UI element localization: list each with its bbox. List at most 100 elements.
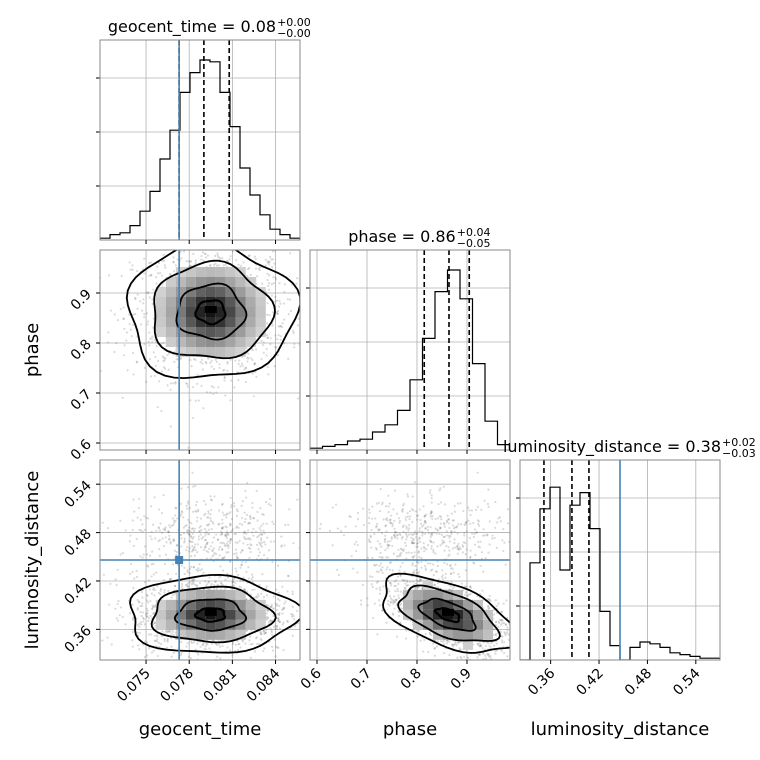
sample-point	[192, 357, 196, 361]
sample-point	[270, 283, 273, 286]
sample-point	[274, 300, 277, 303]
sample-point	[253, 596, 256, 600]
sample-point	[267, 620, 271, 624]
sample-point	[419, 578, 422, 582]
sample-point	[480, 667, 482, 669]
sample-point	[280, 325, 284, 329]
sample-point	[224, 394, 227, 397]
sample-point	[259, 544, 262, 547]
sample-point	[147, 565, 150, 568]
sample-point	[221, 502, 224, 505]
sample-point	[147, 619, 150, 623]
sample-point	[108, 603, 111, 606]
sample-point	[203, 528, 207, 531]
sample-point	[499, 630, 502, 633]
sample-point	[203, 252, 206, 256]
sample-point	[169, 388, 172, 391]
histogram-phase	[310, 269, 510, 450]
sample-point	[257, 267, 261, 270]
sample-point	[173, 585, 177, 588]
sample-point	[206, 643, 209, 646]
sample-point	[145, 516, 148, 519]
sample-point	[289, 252, 292, 255]
sample-point	[398, 569, 401, 572]
sample-point	[157, 359, 160, 363]
sample-point	[158, 547, 161, 551]
sample-point	[194, 261, 197, 264]
density-cell	[235, 317, 246, 327]
sample-point	[157, 527, 161, 530]
hist-panel-phase-content	[310, 250, 510, 450]
sample-point	[169, 272, 172, 275]
sample-point	[169, 542, 172, 545]
sample-point	[486, 652, 489, 655]
sample-point	[148, 331, 151, 334]
sample-point	[207, 587, 210, 591]
sample-point	[225, 526, 228, 529]
sample-point	[263, 632, 266, 636]
sample-point	[287, 574, 290, 577]
sample-point	[514, 632, 516, 634]
sample-point	[229, 537, 232, 541]
sample-point	[393, 601, 397, 604]
sample-point	[236, 509, 239, 513]
sample-point	[372, 616, 375, 620]
sample-point	[234, 541, 237, 544]
sample-point	[170, 596, 173, 599]
sample-point	[121, 396, 124, 399]
sample-point	[225, 536, 228, 540]
sample-point	[302, 368, 304, 370]
sample-point	[159, 589, 162, 592]
sample-point	[267, 282, 271, 285]
sample-point	[245, 367, 248, 370]
sample-point	[273, 233, 275, 235]
sample-point	[243, 588, 246, 591]
sample-point	[492, 644, 496, 647]
sample-point	[129, 328, 132, 331]
sample-point	[280, 535, 283, 538]
sample-point	[172, 651, 175, 655]
sample-point	[161, 274, 164, 277]
sample-point	[306, 615, 308, 617]
sample-point	[114, 607, 117, 610]
panel-border	[309, 249, 511, 451]
sample-point	[130, 335, 133, 338]
sample-point	[194, 509, 197, 513]
sample-point	[244, 518, 247, 521]
sample-point	[136, 624, 139, 627]
sample-point	[251, 349, 254, 352]
sample-point	[213, 551, 216, 555]
sample-point	[286, 298, 289, 301]
sample-point	[267, 373, 270, 376]
sample-point	[180, 582, 184, 585]
sample-point	[494, 632, 497, 636]
sample-point	[282, 621, 285, 624]
sample-point	[325, 325, 327, 327]
sample-point	[260, 533, 263, 536]
density-cell	[155, 619, 166, 630]
sample-point	[234, 359, 237, 362]
sample-point	[142, 553, 145, 556]
sample-point	[249, 543, 252, 546]
sample-point	[276, 353, 280, 357]
sample-point	[218, 256, 221, 260]
sample-point	[175, 543, 179, 547]
sample-point	[418, 578, 422, 581]
contour-0	[129, 573, 300, 654]
sample-point	[378, 589, 382, 592]
sample-point	[231, 579, 235, 582]
sample-point	[238, 540, 241, 543]
sample-point	[245, 496, 248, 499]
sample-point	[499, 623, 503, 626]
sample-point	[242, 576, 245, 579]
sample-point	[186, 642, 189, 645]
sample-point	[205, 530, 208, 533]
sample-point	[303, 647, 305, 649]
sample-point	[122, 306, 125, 309]
sample-point	[231, 529, 234, 532]
sample-point	[107, 274, 111, 277]
sample-point	[482, 641, 486, 644]
sample-point	[151, 612, 155, 615]
sample-point	[143, 257, 146, 260]
sample-point	[157, 261, 161, 265]
